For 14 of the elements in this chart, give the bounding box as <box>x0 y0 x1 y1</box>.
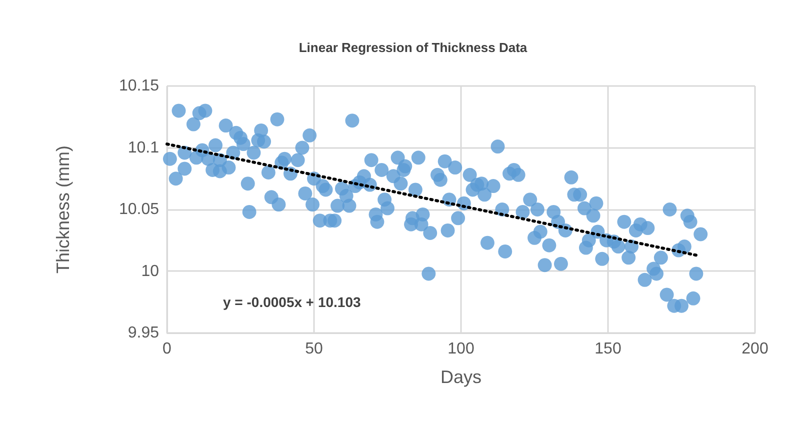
x-tick-label: 200 <box>742 340 768 358</box>
annotation: y = -0.0005x + 10.103 <box>223 294 361 310</box>
y-tick-label: 10.15 <box>118 78 160 94</box>
y-tick-label: 9.95 <box>128 324 160 342</box>
x-tick-label: 100 <box>448 340 474 358</box>
x-axis-title: Days <box>440 367 482 387</box>
x-tick-label: 150 <box>594 340 622 358</box>
chart-title: Linear Regression of Thickness Data <box>298 40 528 55</box>
y-axis-title: Thickness (mm) <box>53 145 73 274</box>
y-tick-label: 10.1 <box>128 139 160 156</box>
x-tick-label: 50 <box>305 340 323 358</box>
y-tick-label: 10.05 <box>118 201 160 218</box>
x-tick-label: 0 <box>162 340 172 358</box>
y-tick-label: 10 <box>141 262 160 280</box>
